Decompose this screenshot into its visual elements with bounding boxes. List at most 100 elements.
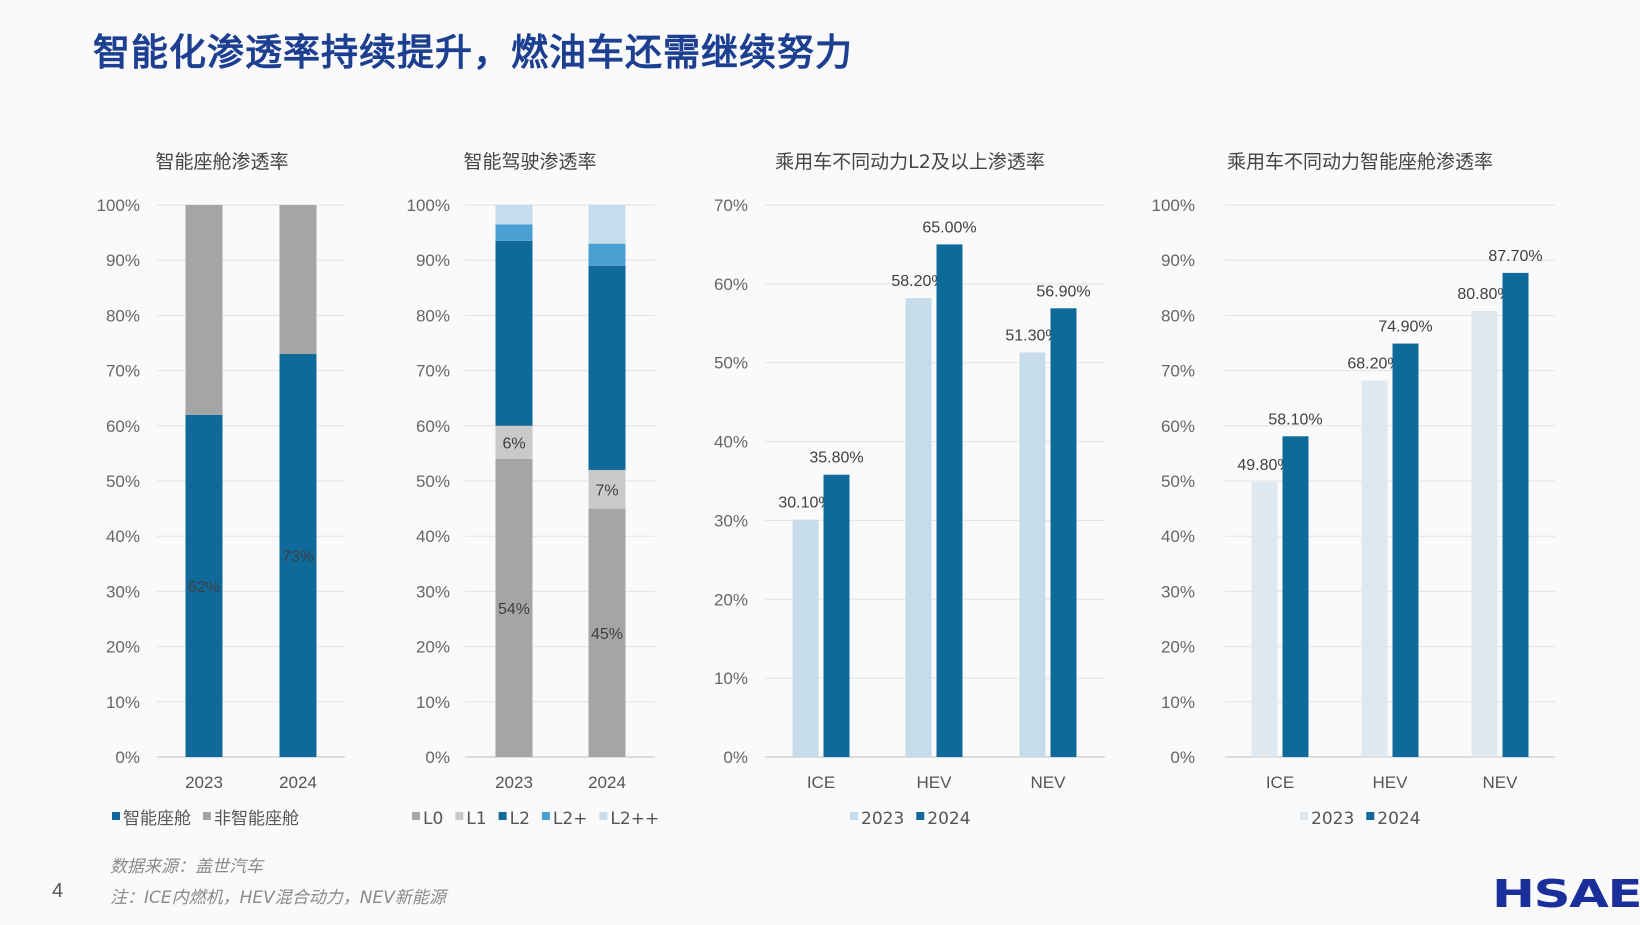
- data-label: 58.20%: [891, 273, 945, 290]
- y-tick-label: 40%: [714, 433, 748, 452]
- y-tick-label: 50%: [714, 354, 748, 373]
- page-title: 智能化渗透率持续提升，燃油车还需继续努力: [93, 31, 853, 74]
- chart-4: 乘用车不同动力智能座舱渗透率 0% 10% 20% 30% 40% 50% 60% 70% 80%…: [1152, 151, 1555, 829]
- bar-L1: [588, 469, 626, 509]
- bar-2023: [905, 298, 932, 757]
- legend-label: L1: [466, 809, 486, 829]
- y-tick-label: 20%: [1161, 638, 1195, 657]
- legend-label: L2+: [553, 809, 588, 829]
- legend-label: L2++: [610, 809, 659, 829]
- bar-L0: [495, 458, 533, 757]
- bar-L0: [588, 508, 626, 757]
- y-tick-label: 60%: [416, 417, 450, 436]
- bar-非智能座舱: [279, 205, 317, 355]
- legend-swatch: [498, 812, 507, 820]
- y-tick-label: 90%: [1161, 251, 1195, 270]
- y-tick-label: 70%: [714, 196, 748, 215]
- y-tick-label: 100%: [1152, 196, 1195, 215]
- chart-title: 乘用车不同动力L2及以上渗透率: [775, 151, 1045, 173]
- bar-L2: [588, 265, 626, 470]
- bar-2024: [1392, 343, 1419, 757]
- data-label: 74.90%: [1378, 319, 1432, 336]
- y-tick-label: 30%: [416, 582, 450, 601]
- x-tick-label: HEV: [917, 773, 953, 792]
- x-tick-label: 2023: [495, 773, 533, 792]
- legend-swatch: [1300, 812, 1308, 820]
- x-tick-label: NEV: [1031, 773, 1067, 792]
- data-label: 56.90%: [1036, 283, 1090, 300]
- y-tick-label: 60%: [714, 275, 748, 294]
- legend-label: 非智能座舱: [214, 809, 299, 829]
- y-tick-label: 60%: [106, 417, 140, 436]
- legend-label: 智能座舱: [123, 809, 191, 829]
- y-tick-label: 30%: [106, 582, 140, 601]
- legend-swatch: [599, 812, 608, 820]
- x-tick-label: 2023: [185, 773, 223, 792]
- hsae-logo: HSAE: [1492, 872, 1640, 916]
- bar-2023: [792, 519, 819, 757]
- page-number: 4: [52, 880, 64, 902]
- legend-label: 2023: [861, 809, 904, 829]
- data-label: 65.00%: [922, 219, 976, 236]
- legend-swatch: [455, 812, 464, 820]
- bar-2023: [1471, 310, 1498, 757]
- x-tick-label: HEV: [1373, 773, 1409, 792]
- bar-L2+: [495, 224, 533, 241]
- bar-L2: [495, 240, 533, 426]
- chart-2: 智能驾驶渗透率 0% 10% 20% 30% 40% 50% 60% 70% 80% 90% 100%…: [407, 151, 660, 829]
- y-tick-label: 0%: [723, 748, 748, 767]
- y-tick-label: 50%: [1161, 472, 1195, 491]
- bar-2024: [1282, 436, 1309, 757]
- y-tick-label: 40%: [416, 527, 450, 546]
- y-tick-label: 50%: [416, 472, 450, 491]
- x-tick-label: ICE: [1266, 773, 1294, 792]
- y-tick-label: 30%: [1161, 582, 1195, 601]
- x-tick-label: ICE: [807, 773, 835, 792]
- y-tick-label: 90%: [106, 251, 140, 270]
- y-tick-label: 100%: [97, 196, 140, 215]
- bar-L2++: [495, 205, 533, 225]
- bar-2024: [1502, 272, 1529, 757]
- legend-swatch: [412, 812, 420, 820]
- y-tick-label: 40%: [1161, 527, 1195, 546]
- data-label: 80.80%: [1457, 286, 1511, 303]
- y-tick-label: 70%: [106, 362, 140, 381]
- bar-2024: [823, 474, 850, 757]
- y-tick-label: 70%: [1161, 362, 1195, 381]
- legend-swatch: [1366, 812, 1375, 820]
- y-tick-label: 10%: [1161, 693, 1195, 712]
- x-tick-label: NEV: [1483, 773, 1519, 792]
- data-label: 62%: [188, 579, 220, 596]
- chart-title: 乘用车不同动力智能座舱渗透率: [1227, 151, 1493, 173]
- data-label: 68.20%: [1347, 356, 1401, 373]
- data-label: 87.70%: [1488, 248, 1542, 265]
- footnote: 注：ICE内燃机，HEV混合动力，NEV新能源: [110, 888, 446, 908]
- chart-3: 乘用车不同动力L2及以上渗透率 0% 10% 20% 30% 40% 50% 60% 70% IC…: [714, 151, 1105, 829]
- bar-2023: [1251, 482, 1278, 757]
- data-label: 35.80%: [809, 450, 863, 467]
- data-label: 6%: [502, 435, 525, 452]
- y-tick-label: 0%: [115, 748, 140, 767]
- legend-swatch: [112, 812, 120, 820]
- data-label: 58.10%: [1268, 411, 1322, 428]
- y-tick-label: 40%: [106, 527, 140, 546]
- data-label: 54%: [498, 601, 530, 618]
- bar-2023: [1361, 380, 1388, 757]
- y-tick-label: 20%: [106, 638, 140, 657]
- y-tick-label: 10%: [714, 669, 748, 688]
- bar-2023: [1019, 352, 1046, 757]
- legend-swatch: [541, 812, 550, 820]
- y-tick-label: 80%: [416, 306, 450, 325]
- y-tick-label: 20%: [416, 638, 450, 657]
- legend-label: L2: [510, 809, 530, 829]
- chart-title: 智能座舱渗透率: [155, 151, 288, 173]
- y-tick-label: 20%: [714, 590, 748, 609]
- data-source: 数据来源：盖世汽车: [110, 857, 263, 877]
- chart-1: 智能座舱渗透率 0% 10% 20% 30% 40% 50% 60% 70% 80% 90% 100%…: [97, 151, 345, 829]
- bar-非智能座舱: [185, 205, 223, 415]
- y-tick-label: 90%: [416, 251, 450, 270]
- y-tick-label: 10%: [416, 693, 450, 712]
- data-label: 45%: [591, 626, 623, 643]
- y-tick-label: 80%: [106, 306, 140, 325]
